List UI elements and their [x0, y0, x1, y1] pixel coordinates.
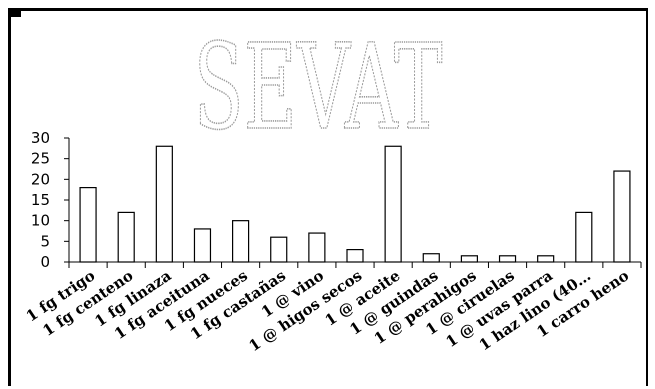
- chart-frame: [8, 8, 648, 386]
- bar: [117, 211, 135, 263]
- y-tick-label: 20: [31, 170, 50, 188]
- bar: [575, 211, 593, 263]
- bar: [613, 170, 631, 263]
- bar: [155, 145, 173, 263]
- y-tick-label: 30: [31, 129, 50, 147]
- y-tick-label: 15: [31, 191, 50, 209]
- y-tick-label: 5: [40, 232, 50, 250]
- y-tick-label: 10: [31, 212, 50, 230]
- bar: [384, 145, 402, 263]
- bar: [308, 232, 326, 263]
- bar: [79, 187, 97, 263]
- bar: [460, 255, 478, 263]
- y-axis: 0 5 10 15 20 25 30: [31, 129, 70, 271]
- bars: [79, 145, 631, 263]
- bar: [346, 249, 364, 263]
- bar: [537, 255, 555, 263]
- bar: [422, 253, 440, 263]
- bar: [193, 228, 212, 263]
- bar: [270, 236, 288, 263]
- frame-corner-mark: [11, 11, 21, 17]
- bar: [498, 255, 517, 263]
- y-tick-label: 0: [40, 253, 50, 271]
- bar: [232, 220, 250, 263]
- y-tick-label: 25: [31, 150, 50, 168]
- watermark-text: SEVAT: [194, 20, 443, 157]
